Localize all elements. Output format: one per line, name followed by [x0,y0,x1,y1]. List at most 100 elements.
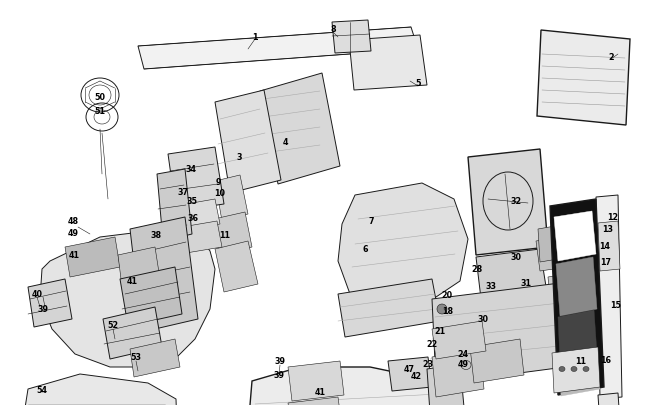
Polygon shape [260,74,340,185]
Polygon shape [288,397,342,405]
Text: 34: 34 [185,165,196,174]
Polygon shape [214,213,252,256]
Text: 13: 13 [603,225,614,234]
Text: 3: 3 [236,153,242,162]
Polygon shape [476,249,548,307]
Polygon shape [169,200,220,232]
Text: 9: 9 [215,178,221,187]
Ellipse shape [583,367,589,371]
Polygon shape [558,310,597,361]
Polygon shape [65,237,120,277]
Text: 48: 48 [68,217,79,226]
Polygon shape [552,347,600,393]
Polygon shape [537,31,630,126]
Text: 32: 32 [510,197,521,206]
Text: 30: 30 [510,253,521,262]
Text: 1: 1 [252,32,258,41]
Polygon shape [598,222,620,271]
Text: 39: 39 [274,371,285,379]
Text: 39: 39 [38,305,49,314]
Polygon shape [596,196,622,399]
Polygon shape [245,367,445,405]
Text: 36: 36 [187,214,198,223]
Text: 28: 28 [471,265,482,274]
Text: 7: 7 [369,217,374,226]
Text: 20: 20 [441,291,452,300]
Text: 49: 49 [458,360,469,369]
Polygon shape [40,230,215,367]
Ellipse shape [559,367,565,371]
Text: 24: 24 [458,350,469,358]
Polygon shape [103,307,162,359]
Text: 41: 41 [68,251,79,260]
Polygon shape [432,349,484,397]
Polygon shape [130,217,198,332]
Polygon shape [215,241,258,292]
Polygon shape [598,393,620,405]
Text: 54: 54 [36,386,47,394]
Text: 35: 35 [187,197,198,206]
Text: 39: 39 [274,357,285,366]
Text: 18: 18 [443,307,454,316]
Text: 31: 31 [521,279,532,288]
Text: 47: 47 [404,364,415,373]
Polygon shape [536,234,588,271]
Text: 8: 8 [330,26,336,34]
Text: 52: 52 [107,321,118,330]
Polygon shape [432,284,565,384]
Polygon shape [338,279,440,337]
Polygon shape [168,148,224,211]
Text: 11: 11 [575,357,586,366]
Polygon shape [170,222,222,256]
Text: 15: 15 [610,301,621,310]
Polygon shape [432,321,486,359]
Text: 22: 22 [426,340,437,349]
Polygon shape [538,226,558,262]
Text: 23: 23 [422,360,434,369]
Polygon shape [157,170,192,241]
Polygon shape [550,200,604,395]
Polygon shape [22,374,178,405]
Text: 53: 53 [131,353,142,362]
Text: 42: 42 [410,371,422,381]
Polygon shape [554,211,596,261]
Polygon shape [120,267,182,326]
Polygon shape [468,149,548,256]
Ellipse shape [571,367,577,371]
Text: 2: 2 [608,52,614,61]
Polygon shape [215,91,281,194]
Polygon shape [470,339,524,383]
Text: 40: 40 [31,290,42,299]
Polygon shape [332,21,371,54]
Text: 41: 41 [127,277,138,286]
Text: 21: 21 [434,327,445,336]
Text: 51: 51 [94,107,105,116]
Polygon shape [138,28,418,70]
Text: 12: 12 [608,213,619,222]
Polygon shape [556,257,597,316]
Polygon shape [28,279,72,327]
Text: 14: 14 [599,242,610,251]
Text: 33: 33 [486,282,497,291]
Polygon shape [388,357,432,391]
Text: 49: 49 [68,229,79,238]
Polygon shape [349,36,427,91]
Polygon shape [559,350,600,396]
Polygon shape [288,361,344,401]
Text: 41: 41 [315,388,326,396]
Polygon shape [427,364,464,405]
Polygon shape [118,247,160,287]
Text: 4: 4 [282,138,288,147]
Polygon shape [338,183,468,309]
Text: 10: 10 [214,189,226,198]
Text: 17: 17 [601,258,612,267]
Text: 11: 11 [220,231,231,240]
Text: 16: 16 [601,356,612,364]
Ellipse shape [437,304,447,314]
Polygon shape [484,301,555,339]
Polygon shape [215,175,248,222]
Polygon shape [482,289,550,327]
Text: 50: 50 [94,92,105,101]
Text: 30: 30 [478,315,489,324]
Text: 37: 37 [177,188,188,197]
